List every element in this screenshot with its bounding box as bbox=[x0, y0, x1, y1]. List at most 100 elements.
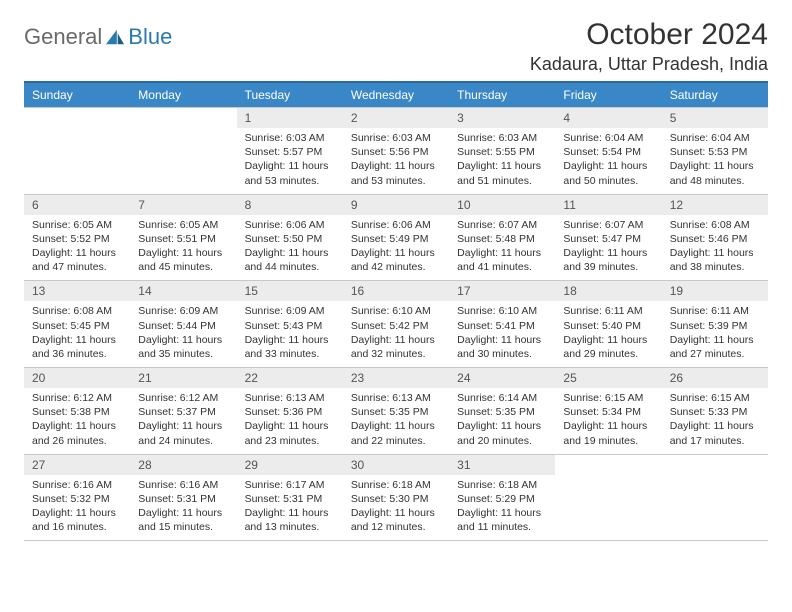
day-number: 13 bbox=[24, 281, 130, 301]
daylight-line: Daylight: 11 hours and 38 minutes. bbox=[670, 246, 760, 274]
day-body: Sunrise: 6:03 AMSunset: 5:55 PMDaylight:… bbox=[449, 128, 555, 194]
day-number: 24 bbox=[449, 368, 555, 388]
weekday-header-row: SundayMondayTuesdayWednesdayThursdayFrid… bbox=[24, 81, 768, 107]
sunrise-line: Sunrise: 6:06 AM bbox=[245, 218, 335, 232]
daylight-line: Daylight: 11 hours and 47 minutes. bbox=[32, 246, 122, 274]
day-cell: 27Sunrise: 6:16 AMSunset: 5:32 PMDayligh… bbox=[24, 454, 130, 541]
day-cell: 8Sunrise: 6:06 AMSunset: 5:50 PMDaylight… bbox=[237, 194, 343, 281]
day-cell: 3Sunrise: 6:03 AMSunset: 5:55 PMDaylight… bbox=[449, 107, 555, 194]
day-cell: 12Sunrise: 6:08 AMSunset: 5:46 PMDayligh… bbox=[662, 194, 768, 281]
sunset-line: Sunset: 5:55 PM bbox=[457, 145, 547, 159]
day-body: Sunrise: 6:08 AMSunset: 5:45 PMDaylight:… bbox=[24, 301, 130, 367]
day-number: 16 bbox=[343, 281, 449, 301]
day-body: Sunrise: 6:04 AMSunset: 5:54 PMDaylight:… bbox=[555, 128, 661, 194]
title-block: October 2024 Kadaura, Uttar Pradesh, Ind… bbox=[530, 18, 768, 75]
day-cell: 15Sunrise: 6:09 AMSunset: 5:43 PMDayligh… bbox=[237, 280, 343, 367]
day-body: Sunrise: 6:06 AMSunset: 5:50 PMDaylight:… bbox=[237, 215, 343, 281]
daylight-line: Daylight: 11 hours and 19 minutes. bbox=[563, 419, 653, 447]
empty-cell: . bbox=[24, 107, 130, 194]
sunset-line: Sunset: 5:48 PM bbox=[457, 232, 547, 246]
sunset-line: Sunset: 5:39 PM bbox=[670, 319, 760, 333]
day-body: Sunrise: 6:09 AMSunset: 5:43 PMDaylight:… bbox=[237, 301, 343, 367]
day-number: 29 bbox=[237, 455, 343, 475]
daylight-line: Daylight: 11 hours and 44 minutes. bbox=[245, 246, 335, 274]
sunrise-line: Sunrise: 6:13 AM bbox=[351, 391, 441, 405]
sunset-line: Sunset: 5:38 PM bbox=[32, 405, 122, 419]
day-number: 7 bbox=[130, 195, 236, 215]
day-body: Sunrise: 6:13 AMSunset: 5:35 PMDaylight:… bbox=[343, 388, 449, 454]
sunset-line: Sunset: 5:34 PM bbox=[563, 405, 653, 419]
day-number: 15 bbox=[237, 281, 343, 301]
daylight-line: Daylight: 11 hours and 36 minutes. bbox=[32, 333, 122, 361]
day-cell: 13Sunrise: 6:08 AMSunset: 5:45 PMDayligh… bbox=[24, 280, 130, 367]
daylight-line: Daylight: 11 hours and 24 minutes. bbox=[138, 419, 228, 447]
sunset-line: Sunset: 5:49 PM bbox=[351, 232, 441, 246]
daylight-line: Daylight: 11 hours and 23 minutes. bbox=[245, 419, 335, 447]
day-cell: 16Sunrise: 6:10 AMSunset: 5:42 PMDayligh… bbox=[343, 280, 449, 367]
sunset-line: Sunset: 5:30 PM bbox=[351, 492, 441, 506]
day-cell: 28Sunrise: 6:16 AMSunset: 5:31 PMDayligh… bbox=[130, 454, 236, 541]
day-body: Sunrise: 6:07 AMSunset: 5:48 PMDaylight:… bbox=[449, 215, 555, 281]
sunset-line: Sunset: 5:32 PM bbox=[32, 492, 122, 506]
calendar-grid: ..1Sunrise: 6:03 AMSunset: 5:57 PMDaylig… bbox=[24, 107, 768, 540]
day-cell: 2Sunrise: 6:03 AMSunset: 5:56 PMDaylight… bbox=[343, 107, 449, 194]
sunrise-line: Sunrise: 6:18 AM bbox=[457, 478, 547, 492]
day-body: Sunrise: 6:16 AMSunset: 5:32 PMDaylight:… bbox=[24, 475, 130, 541]
day-body: Sunrise: 6:09 AMSunset: 5:44 PMDaylight:… bbox=[130, 301, 236, 367]
day-number: 30 bbox=[343, 455, 449, 475]
sunrise-line: Sunrise: 6:03 AM bbox=[457, 131, 547, 145]
day-cell: 31Sunrise: 6:18 AMSunset: 5:29 PMDayligh… bbox=[449, 454, 555, 541]
daylight-line: Daylight: 11 hours and 51 minutes. bbox=[457, 159, 547, 187]
sunset-line: Sunset: 5:40 PM bbox=[563, 319, 653, 333]
day-number: 2 bbox=[343, 108, 449, 128]
day-number: 23 bbox=[343, 368, 449, 388]
sunset-line: Sunset: 5:54 PM bbox=[563, 145, 653, 159]
sunrise-line: Sunrise: 6:10 AM bbox=[351, 304, 441, 318]
day-number: 19 bbox=[662, 281, 768, 301]
daylight-line: Daylight: 11 hours and 41 minutes. bbox=[457, 246, 547, 274]
sunset-line: Sunset: 5:35 PM bbox=[457, 405, 547, 419]
day-cell: 18Sunrise: 6:11 AMSunset: 5:40 PMDayligh… bbox=[555, 280, 661, 367]
daylight-line: Daylight: 11 hours and 16 minutes. bbox=[32, 506, 122, 534]
sunset-line: Sunset: 5:36 PM bbox=[245, 405, 335, 419]
sunset-line: Sunset: 5:44 PM bbox=[138, 319, 228, 333]
location-text: Kadaura, Uttar Pradesh, India bbox=[530, 54, 768, 75]
day-number: 5 bbox=[662, 108, 768, 128]
day-cell: 30Sunrise: 6:18 AMSunset: 5:30 PMDayligh… bbox=[343, 454, 449, 541]
sunrise-line: Sunrise: 6:15 AM bbox=[670, 391, 760, 405]
day-cell: 5Sunrise: 6:04 AMSunset: 5:53 PMDaylight… bbox=[662, 107, 768, 194]
day-number: 1 bbox=[237, 108, 343, 128]
day-cell: 19Sunrise: 6:11 AMSunset: 5:39 PMDayligh… bbox=[662, 280, 768, 367]
daylight-line: Daylight: 11 hours and 11 minutes. bbox=[457, 506, 547, 534]
sunrise-line: Sunrise: 6:08 AM bbox=[670, 218, 760, 232]
sunrise-line: Sunrise: 6:05 AM bbox=[138, 218, 228, 232]
sunset-line: Sunset: 5:51 PM bbox=[138, 232, 228, 246]
day-cell: 29Sunrise: 6:17 AMSunset: 5:31 PMDayligh… bbox=[237, 454, 343, 541]
brand-text-blue: Blue bbox=[128, 24, 172, 50]
daylight-line: Daylight: 11 hours and 50 minutes. bbox=[563, 159, 653, 187]
day-body: Sunrise: 6:15 AMSunset: 5:34 PMDaylight:… bbox=[555, 388, 661, 454]
daylight-line: Daylight: 11 hours and 20 minutes. bbox=[457, 419, 547, 447]
sunset-line: Sunset: 5:53 PM bbox=[670, 145, 760, 159]
day-cell: 1Sunrise: 6:03 AMSunset: 5:57 PMDaylight… bbox=[237, 107, 343, 194]
sunrise-line: Sunrise: 6:06 AM bbox=[351, 218, 441, 232]
day-body: Sunrise: 6:03 AMSunset: 5:57 PMDaylight:… bbox=[237, 128, 343, 194]
daylight-line: Daylight: 11 hours and 17 minutes. bbox=[670, 419, 760, 447]
empty-cell: . bbox=[662, 454, 768, 541]
brand-text-general: General bbox=[24, 24, 102, 50]
sunrise-line: Sunrise: 6:12 AM bbox=[138, 391, 228, 405]
calendar-bottom-border bbox=[24, 540, 768, 541]
day-number: 27 bbox=[24, 455, 130, 475]
sunset-line: Sunset: 5:37 PM bbox=[138, 405, 228, 419]
daylight-line: Daylight: 11 hours and 42 minutes. bbox=[351, 246, 441, 274]
sunrise-line: Sunrise: 6:03 AM bbox=[351, 131, 441, 145]
sunrise-line: Sunrise: 6:18 AM bbox=[351, 478, 441, 492]
weekday-header: Tuesday bbox=[237, 83, 343, 107]
daylight-line: Daylight: 11 hours and 33 minutes. bbox=[245, 333, 335, 361]
sunset-line: Sunset: 5:42 PM bbox=[351, 319, 441, 333]
daylight-line: Daylight: 11 hours and 26 minutes. bbox=[32, 419, 122, 447]
weekday-header: Thursday bbox=[449, 83, 555, 107]
sunset-line: Sunset: 5:57 PM bbox=[245, 145, 335, 159]
day-cell: 21Sunrise: 6:12 AMSunset: 5:37 PMDayligh… bbox=[130, 367, 236, 454]
day-cell: 22Sunrise: 6:13 AMSunset: 5:36 PMDayligh… bbox=[237, 367, 343, 454]
